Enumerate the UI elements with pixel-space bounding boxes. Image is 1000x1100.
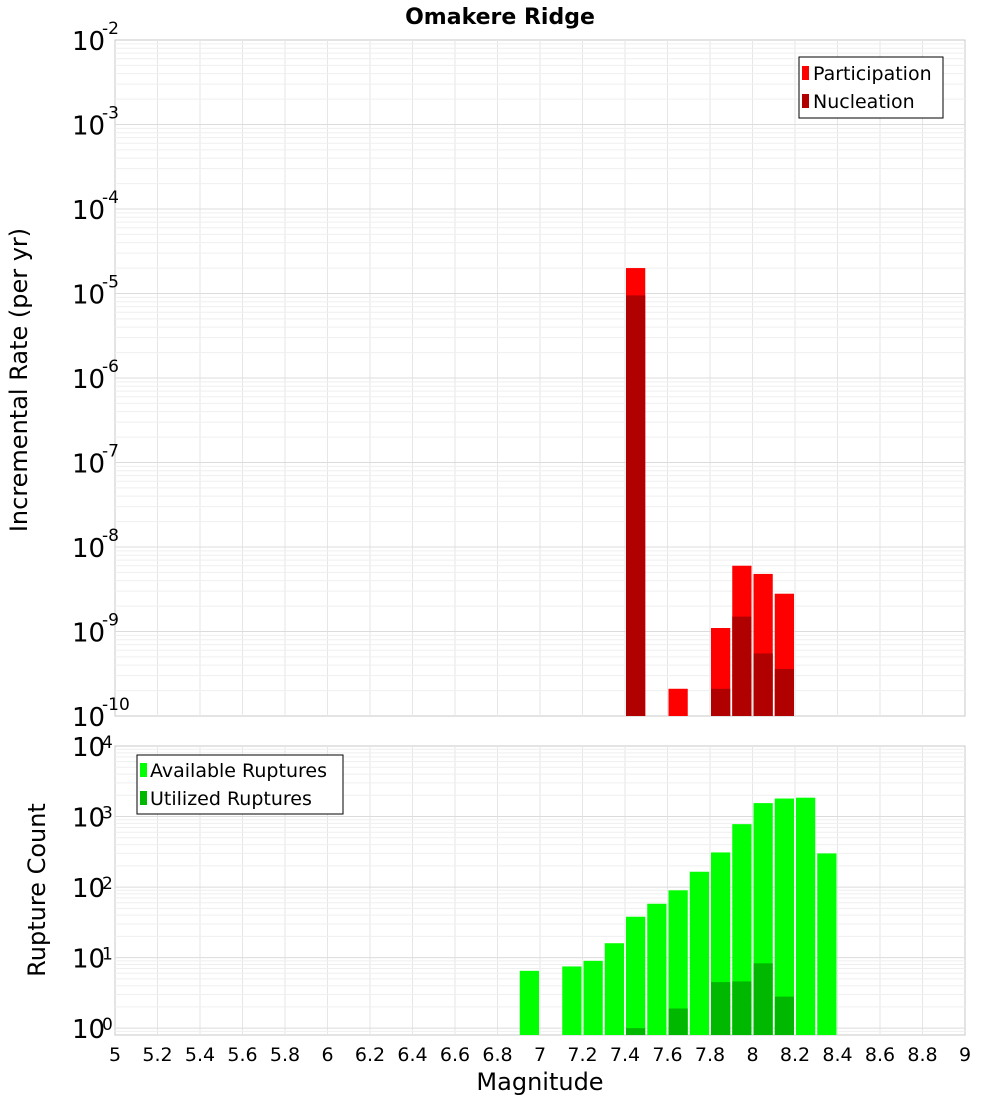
x-tick-label: 6.8 [482,1044,512,1066]
x-tick-label: 5.2 [142,1044,172,1066]
top-y-axis-label: Incremental Rate (per yr) [5,228,33,532]
bottom-bar-primary [817,853,837,1035]
bottom-y-tick-base: 10 [72,733,105,763]
x-ticks: 5 5.2 5.4 5.6 5.8 6 6.2 6.4 6.6 6.8 7 7.2 7.4 7.6 7.8 8… [109,1044,971,1066]
x-tick-label: 8 [746,1044,758,1066]
bottom-bar-primary [796,797,816,1035]
legend-swatch-nucleation [802,94,809,108]
top-y-tick-base: 10 [72,27,105,57]
bottom-bars [519,797,837,1035]
legend-swatch-utilized [140,791,147,805]
x-tick-label: 7.6 [652,1044,682,1066]
bottom-y-tick-exponent: 3 [102,804,113,824]
top-y-tick-exponent: -10 [102,695,130,715]
bottom-bar-primary [604,943,624,1035]
top-y-tick-exponent: -8 [102,526,119,546]
bottom-bar-secondary [626,1028,646,1035]
top-bar-secondary [711,688,731,716]
bottom-bar-primary [583,960,603,1035]
top-y-tick-exponent: -7 [102,442,119,462]
x-axis-label: Magnitude [476,1068,603,1096]
top-y-tick-exponent: -5 [102,273,119,293]
top-y-tick-exponent: -4 [102,188,119,208]
legend-swatch-participation [802,66,809,80]
top-y-tick-base: 10 [72,112,105,142]
top-y-tick-base: 10 [72,196,105,226]
bottom-y-tick-exponent: 4 [102,733,113,753]
x-tick-label: 8.4 [822,1044,852,1066]
top-y-tick-exponent: -9 [102,611,119,631]
x-tick-label: 7.4 [610,1044,640,1066]
x-tick-label: 5.6 [227,1044,257,1066]
x-tick-label: 8.8 [907,1044,937,1066]
bottom-y-tick-base: 10 [72,1015,105,1045]
top-y-tick-base: 10 [72,281,105,311]
bottom-y-tick-exponent: 0 [102,1015,113,1035]
bottom-bar-secondary [732,981,752,1035]
top-gridlines [115,40,965,716]
x-tick-label: 9 [959,1044,971,1066]
x-tick-label: 8.2 [780,1044,810,1066]
top-legend-box [798,56,944,119]
top-legend: Participation Nucleation [798,56,944,119]
x-tick-label: 6 [321,1044,333,1066]
top-bar-secondary [753,653,773,716]
top-y-tick-exponent: -6 [102,357,119,377]
x-tick-label: 7 [534,1044,546,1066]
top-bar-secondary [626,295,646,716]
bottom-y-tick-base: 10 [72,945,105,975]
bottom-y-axis-label: Rupture Count [23,803,51,977]
top-bars [626,268,794,716]
bottom-bar-secondary [774,996,794,1035]
x-tick-label: 5.8 [270,1044,300,1066]
top-y-tick-base: 10 [72,534,105,564]
x-tick-label: 6.4 [397,1044,427,1066]
bottom-y-tick-base: 10 [72,804,105,834]
bottom-bar-secondary [711,982,731,1035]
top-y-tick-exponent: -2 [102,19,119,39]
top-bar-secondary [774,668,794,716]
bottom-bar-primary [689,871,709,1035]
x-tick-label: 6.2 [355,1044,385,1066]
bottom-bar-primary [774,798,794,1035]
x-tick-label: 5.4 [185,1044,215,1066]
bottom-bar-primary [626,916,646,1035]
bottom-y-tick-base: 10 [72,874,105,904]
top-bar-primary [668,688,688,716]
legend-label-available: Available Ruptures [150,760,327,782]
top-y-tick-base: 10 [72,450,105,480]
bottom-bar-secondary [753,963,773,1035]
x-tick-label: 6.6 [440,1044,470,1066]
x-tick-label: 7.2 [567,1044,597,1066]
bottom-legend: Available Ruptures Utilized Ruptures [136,754,344,815]
bottom-bar-primary [647,903,667,1035]
x-tick-label: 8.6 [865,1044,895,1066]
top-y-tick-base: 10 [72,619,105,649]
top-y-tick-base: 10 [72,703,105,733]
top-y-tick-base: 10 [72,365,105,395]
bottom-bar-primary [668,890,688,1035]
bottom-bar-primary [519,970,539,1035]
chart-title: Omakere Ridge [405,5,595,30]
x-tick-label: 5 [109,1044,121,1066]
x-tick-label: 7.8 [695,1044,725,1066]
bottom-bar-secondary [668,1008,688,1035]
bottom-legend-box [136,754,344,815]
top-y-tick-exponent: -3 [102,104,119,124]
top-bar-secondary [732,616,752,716]
legend-label-nucleation: Nucleation [813,91,915,113]
legend-label-participation: Participation [813,63,932,85]
bottom-y-tick-exponent: 2 [102,874,113,894]
legend-swatch-available [140,763,147,777]
bottom-y-tick-exponent: 1 [102,945,113,965]
legend-label-utilized: Utilized Ruptures [150,788,312,810]
bottom-bar-primary [562,966,582,1035]
